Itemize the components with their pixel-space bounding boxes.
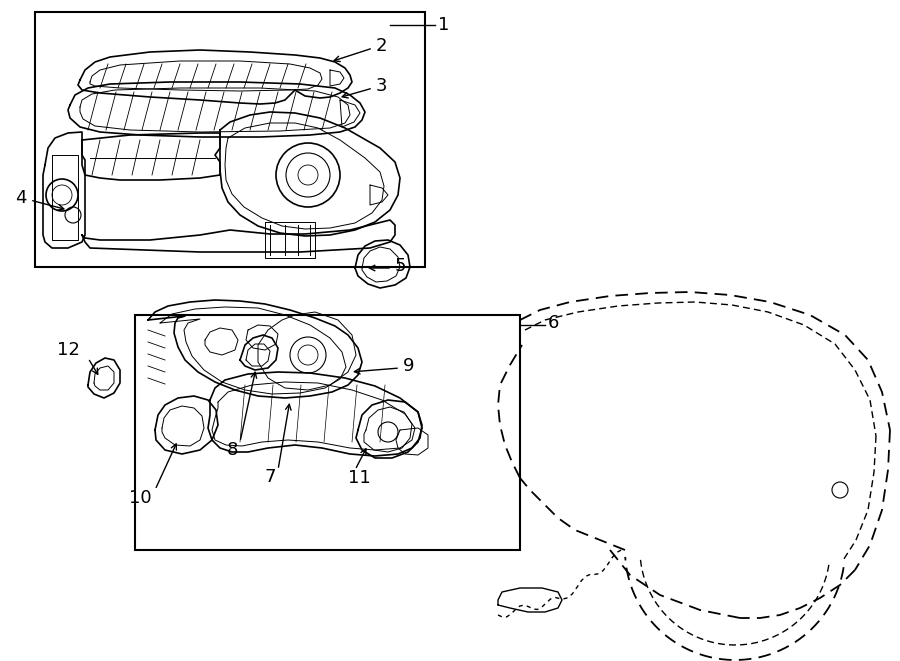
Text: 5: 5 bbox=[395, 257, 407, 275]
Text: 6: 6 bbox=[548, 314, 560, 332]
Text: 9: 9 bbox=[403, 357, 415, 375]
Text: 7: 7 bbox=[265, 468, 275, 486]
Polygon shape bbox=[396, 428, 428, 455]
Polygon shape bbox=[220, 112, 400, 236]
Polygon shape bbox=[355, 240, 410, 288]
Polygon shape bbox=[78, 50, 352, 104]
Polygon shape bbox=[68, 82, 365, 137]
Polygon shape bbox=[43, 132, 85, 248]
Bar bbox=[35, 12, 425, 267]
Text: 1: 1 bbox=[438, 16, 449, 34]
Text: 10: 10 bbox=[129, 489, 151, 507]
Text: 2: 2 bbox=[376, 37, 388, 55]
Polygon shape bbox=[148, 300, 362, 398]
Polygon shape bbox=[88, 358, 120, 398]
Polygon shape bbox=[82, 220, 395, 252]
Text: 4: 4 bbox=[15, 189, 26, 207]
Text: 12: 12 bbox=[57, 341, 79, 359]
Text: 11: 11 bbox=[348, 469, 371, 487]
Polygon shape bbox=[356, 400, 422, 458]
Text: 8: 8 bbox=[226, 441, 238, 459]
Polygon shape bbox=[240, 335, 278, 370]
Polygon shape bbox=[208, 372, 422, 456]
Polygon shape bbox=[82, 133, 220, 180]
Polygon shape bbox=[155, 396, 218, 454]
Bar bbox=[135, 315, 520, 550]
Text: 3: 3 bbox=[376, 77, 388, 95]
